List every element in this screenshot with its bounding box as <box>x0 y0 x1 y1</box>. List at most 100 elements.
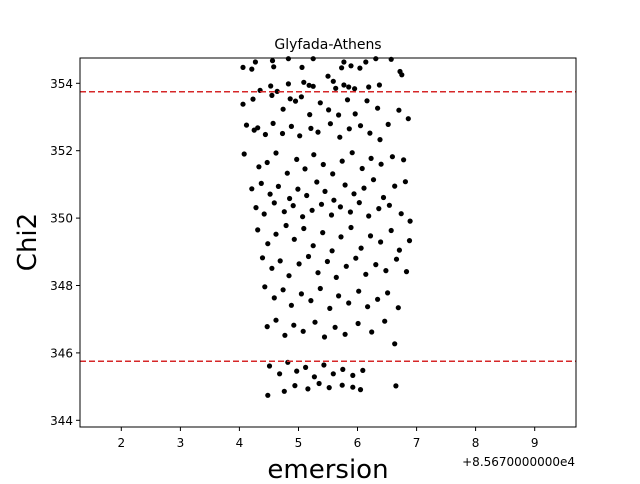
data-point <box>267 191 273 197</box>
data-point <box>253 205 259 211</box>
data-point <box>378 239 384 245</box>
data-point <box>265 241 271 247</box>
points-layer <box>240 56 413 398</box>
data-point <box>346 126 352 132</box>
data-point <box>264 324 270 330</box>
data-point <box>322 188 328 194</box>
data-point <box>388 56 394 62</box>
y-tick-label: 350 <box>50 212 73 226</box>
x-tick-label: 8 <box>472 436 480 450</box>
data-point <box>282 332 288 338</box>
data-point <box>311 152 317 158</box>
data-point <box>279 130 286 137</box>
data-point <box>377 137 383 143</box>
data-point <box>357 123 364 129</box>
data-point <box>271 295 277 301</box>
data-point <box>407 218 413 224</box>
data-point <box>243 122 250 128</box>
reference-lines <box>80 90 576 363</box>
data-point <box>396 107 402 113</box>
data-point <box>292 383 298 389</box>
data-point <box>240 101 246 107</box>
data-point <box>375 296 381 302</box>
data-point <box>353 255 359 261</box>
data-point <box>240 64 246 70</box>
data-point <box>315 129 321 135</box>
data-point <box>307 112 313 118</box>
data-point <box>241 151 247 157</box>
data-point <box>269 265 275 271</box>
data-point <box>281 209 287 215</box>
data-point <box>316 380 322 387</box>
data-point <box>280 287 286 293</box>
data-point <box>375 105 381 111</box>
data-point <box>341 59 347 65</box>
data-point <box>288 123 294 129</box>
data-point <box>305 386 311 392</box>
data-point <box>277 258 283 264</box>
data-point <box>331 197 337 203</box>
data-point <box>283 222 289 229</box>
x-axis-ticks: 2 3 4 5 6 7 8 9 <box>117 427 539 450</box>
data-point <box>365 304 371 310</box>
data-point <box>249 66 255 72</box>
data-point <box>310 243 316 249</box>
data-point <box>401 157 407 163</box>
data-point <box>358 245 364 251</box>
data-point <box>285 81 291 87</box>
data-point <box>315 270 321 276</box>
data-point <box>406 238 413 244</box>
data-point <box>302 166 308 172</box>
data-point <box>328 212 335 218</box>
data-point <box>330 78 336 84</box>
data-point <box>342 331 348 337</box>
data-point <box>264 159 270 166</box>
data-point <box>292 98 299 104</box>
data-point <box>262 284 268 290</box>
data-point <box>329 248 335 254</box>
plot-frame <box>79 57 577 428</box>
data-point <box>392 183 398 189</box>
data-point <box>298 291 304 297</box>
x-axis-offset: +8.5670000000e4 <box>462 455 575 469</box>
data-point <box>320 230 326 236</box>
data-point <box>369 329 375 335</box>
data-point <box>337 134 343 140</box>
data-point <box>273 150 279 156</box>
data-point <box>271 200 277 206</box>
data-point <box>347 209 353 215</box>
data-point <box>310 83 316 89</box>
data-point <box>378 161 384 167</box>
data-point <box>363 271 369 277</box>
data-point <box>373 262 379 268</box>
data-point <box>399 72 405 78</box>
data-point <box>310 56 316 62</box>
data-point <box>327 305 333 311</box>
data-point <box>330 371 336 377</box>
data-point <box>339 382 345 388</box>
data-point <box>333 274 339 280</box>
data-point <box>308 125 314 131</box>
data-point <box>352 86 358 92</box>
data-point <box>326 107 332 113</box>
data-point <box>274 88 280 94</box>
data-point <box>324 258 330 265</box>
data-point <box>393 256 400 262</box>
data-point <box>351 191 357 197</box>
data-point <box>366 213 372 219</box>
data-point <box>284 170 290 176</box>
data-point <box>321 334 328 340</box>
data-point <box>337 204 343 210</box>
y-tick-label: 344 <box>50 414 73 428</box>
data-point <box>295 186 301 192</box>
data-point <box>380 194 387 201</box>
data-point <box>249 186 255 192</box>
data-point <box>312 319 318 325</box>
data-point <box>382 318 388 324</box>
data-point <box>338 234 344 240</box>
data-point <box>386 202 392 208</box>
data-point <box>270 120 276 126</box>
data-point <box>357 387 364 393</box>
data-point <box>350 384 356 390</box>
